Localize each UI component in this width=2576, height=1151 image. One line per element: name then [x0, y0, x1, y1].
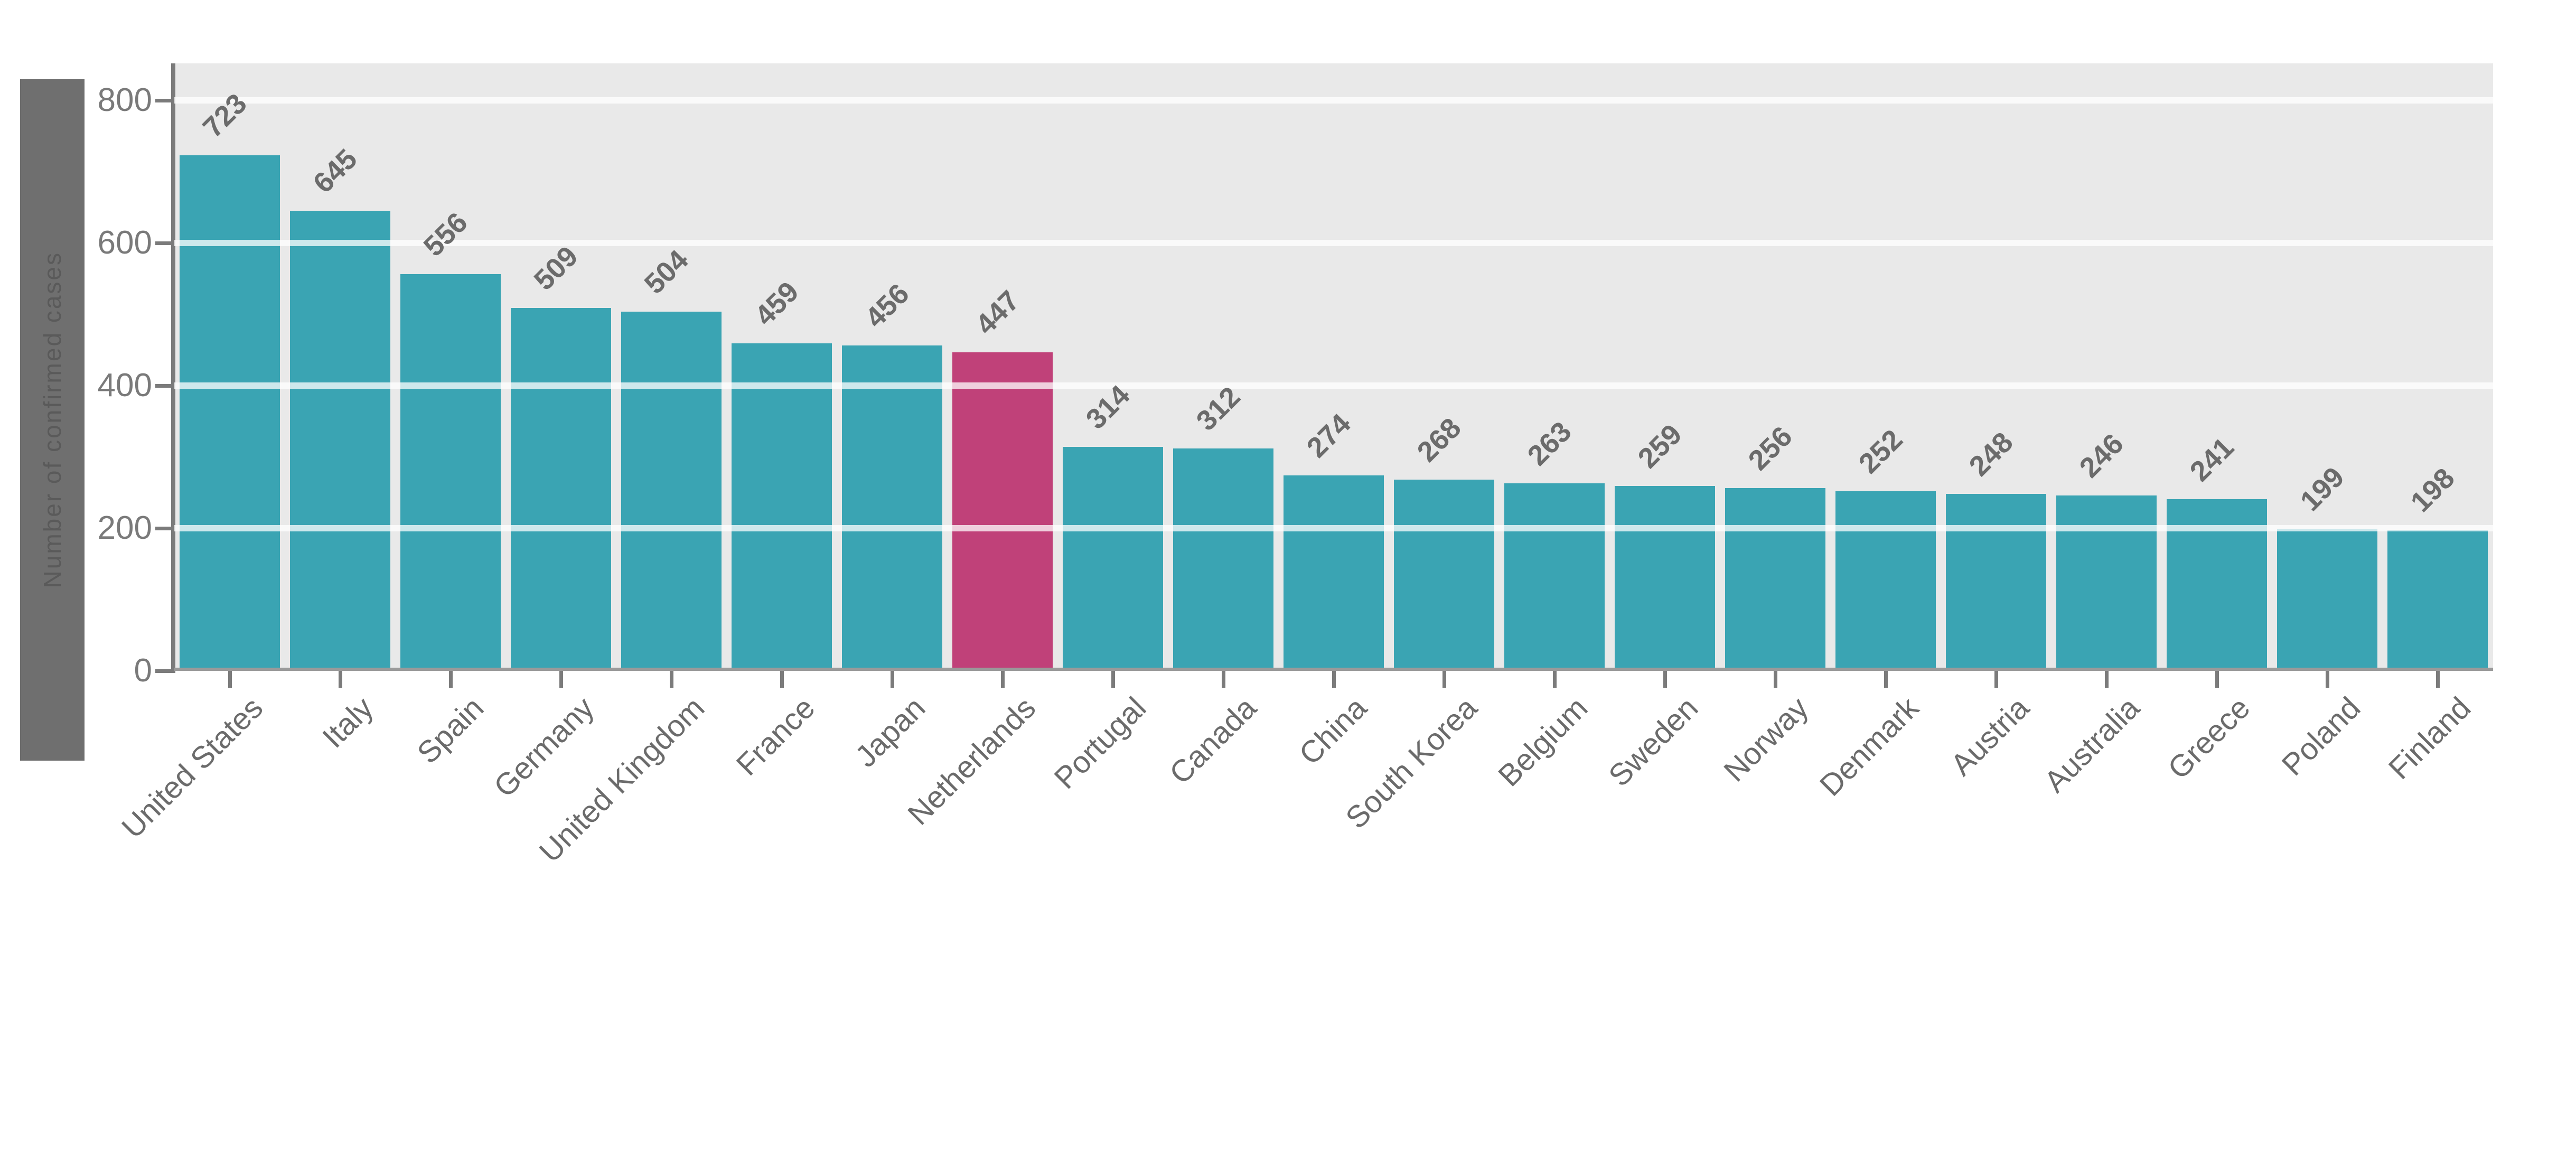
y-tick-800	[155, 99, 174, 102]
bar-South Korea	[1394, 480, 1494, 671]
bar-Denmark	[1835, 491, 1936, 671]
bar-Germany	[511, 307, 611, 671]
x-tick-Greece	[2215, 671, 2219, 688]
bar-Spain	[400, 274, 501, 671]
x-tick-Sweden	[1663, 671, 1667, 688]
x-tick-South Korea	[1442, 671, 1446, 688]
y-axis-line	[171, 63, 175, 673]
x-axis-line	[174, 668, 2493, 671]
x-tick-Poland	[2326, 671, 2329, 688]
x-tick-Italy	[339, 671, 342, 688]
x-tick-Portugal	[1111, 671, 1115, 688]
bar-Australia	[2056, 495, 2157, 671]
x-tick-China	[1332, 671, 1336, 688]
bar-Sweden	[1615, 486, 1715, 671]
x-tick-France	[780, 671, 784, 688]
y-tick-400	[155, 384, 174, 388]
y-tick-0	[155, 669, 174, 673]
bar-United States	[180, 155, 280, 671]
y-tick-200	[155, 527, 174, 530]
plot-area	[174, 63, 2493, 671]
gridline-600	[174, 240, 2493, 246]
bar-Poland	[2277, 529, 2377, 671]
bar-United Kingdom	[621, 311, 722, 671]
bar-highlighted-Netherlands	[952, 352, 1053, 671]
x-tick-United Kingdom	[670, 671, 673, 688]
bar-Belgium	[1504, 483, 1605, 671]
bar-Italy	[290, 211, 390, 671]
gridline-400	[174, 382, 2493, 389]
bar-France	[732, 343, 832, 671]
y-tick-600	[155, 241, 174, 245]
y-tick-label-0: 0	[134, 652, 152, 689]
x-tick-Denmark	[1884, 671, 1888, 688]
x-tick-United States	[228, 671, 232, 688]
x-tick-Canada	[1222, 671, 1225, 688]
gridline-200	[174, 525, 2493, 531]
gridline-800	[174, 97, 2493, 104]
bar-Canada	[1173, 448, 1273, 671]
y-tick-label-600: 600	[97, 224, 152, 261]
x-tick-Australia	[2105, 671, 2109, 688]
x-tick-Germany	[559, 671, 563, 688]
y-tick-label-800: 800	[97, 82, 152, 118]
x-tick-Norway	[1774, 671, 1777, 688]
bar-Portugal	[1063, 447, 1163, 671]
bar-Austria	[1946, 494, 2046, 671]
bar-Norway	[1725, 488, 1825, 671]
x-tick-Finland	[2436, 671, 2440, 688]
x-tick-Japan	[891, 671, 894, 688]
x-tick-Spain	[449, 671, 453, 688]
x-tick-Netherlands	[1001, 671, 1005, 688]
y-tick-label-400: 400	[97, 367, 152, 404]
bar-China	[1284, 475, 1384, 671]
bar-Japan	[842, 345, 942, 671]
y-axis-title-band: Number of confirmed cases	[20, 79, 85, 761]
x-tick-Austria	[1994, 671, 1998, 688]
y-tick-label-200: 200	[97, 510, 152, 546]
x-tick-Belgium	[1553, 671, 1557, 688]
bar-Finland	[2387, 529, 2488, 671]
